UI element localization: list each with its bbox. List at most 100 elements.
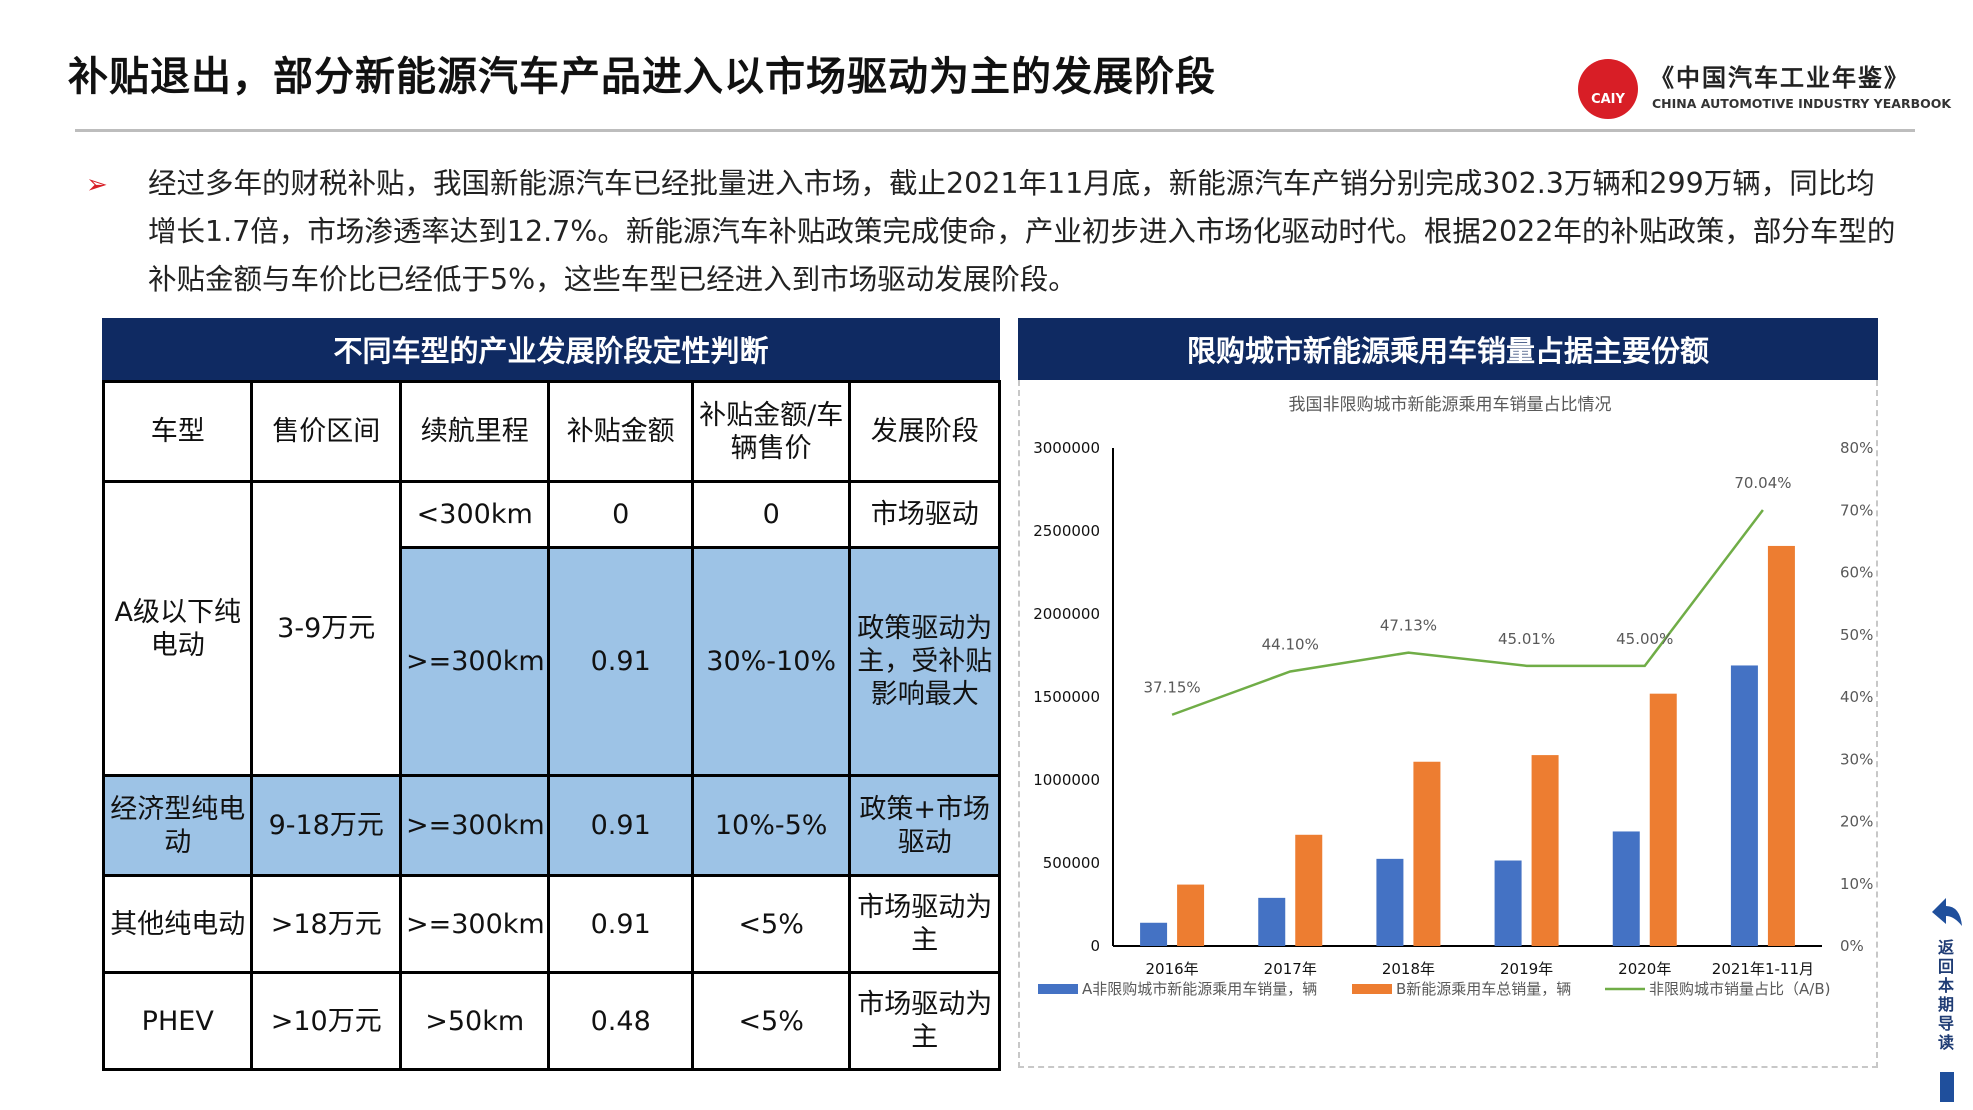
cell-ratio: <5% <box>690 874 852 974</box>
bar-series-b <box>1649 693 1677 946</box>
bar-series-b <box>1413 761 1441 946</box>
title-divider <box>75 129 1915 132</box>
y-left-tick-label: 0 <box>1090 937 1100 955</box>
line-data-label: 45.01% <box>1498 630 1555 648</box>
chart-container: 我国非限购城市新能源乘用车销量占比情况 0 500000 1000000 1500000… <box>1018 380 1878 1068</box>
cell-price: >18万元 <box>250 874 402 974</box>
cell-subsidy: 0.91 <box>547 774 694 877</box>
table-row: >=300km 0.91 30%-10% 政策驱动为主，受补贴影响最大 <box>104 546 1001 777</box>
back-to-contents-link[interactable]: 返回本期导读 <box>1937 938 1954 1052</box>
line-data-label: 45.00% <box>1616 630 1673 648</box>
cell-subsidy: 0 <box>547 480 694 549</box>
y-left-tick-label: 2000000 <box>1033 605 1100 623</box>
legend-swatch-b <box>1352 984 1392 994</box>
cell-subsidy: 0.48 <box>547 971 694 1071</box>
line-data-label: 47.13% <box>1380 617 1437 635</box>
y-right-tick-label: 40% <box>1840 688 1873 706</box>
bar-series-b <box>1767 545 1795 946</box>
legend-label-a: A非限购城市新能源乘用车销量，辆 <box>1082 980 1317 998</box>
cell-subsidy: 0.91 <box>547 874 694 974</box>
chart-panel-title: 限购城市新能源乘用车销量占据主要份额 <box>1018 318 1878 380</box>
header-cell: 续航里程 <box>398 380 551 483</box>
page-marker-bar <box>1940 1072 1954 1102</box>
table-row: PHEV >10万元 >50km 0.48 <5% 市场驱动为主 <box>101 971 1001 1071</box>
y-left-tick-label: 1000000 <box>1033 771 1100 789</box>
y-right-tick-label: 30% <box>1840 750 1873 768</box>
line-data-label: 44.10% <box>1262 635 1319 653</box>
cell-type: 其他纯电动 <box>101 874 254 974</box>
bar-series-b <box>1295 834 1323 946</box>
x-tick-label: 2018年 <box>1382 960 1435 978</box>
y-right-tick-label: 0% <box>1840 937 1864 955</box>
bar-series-a <box>1140 922 1168 946</box>
cell-ratio: <5% <box>690 971 852 1071</box>
y-right-tick-label: 70% <box>1840 501 1873 519</box>
cell-price: 9-18万元 <box>250 774 402 877</box>
x-tick-label: 2017年 <box>1264 960 1317 978</box>
table-row: 经济型纯电动 9-18万元 >=300km 0.91 10%-5% 政策+市场驱… <box>101 774 1001 877</box>
cell-ratio: 10%-5% <box>690 774 852 877</box>
cell-stage: 市场驱动为主 <box>848 971 1001 1071</box>
cell-price: >10万元 <box>250 971 402 1071</box>
cell-range: >=300km <box>398 546 551 777</box>
bar-series-a <box>1376 858 1404 946</box>
header-cell: 补贴金额/车辆售价 <box>690 380 852 483</box>
x-tick-label: 2020年 <box>1618 960 1671 978</box>
y-left-tick-label: 3000000 <box>1033 439 1100 457</box>
table-panel-title: 不同车型的产业发展阶段定性判断 <box>102 318 1000 380</box>
cell-price: 3-9万元 <box>250 480 402 777</box>
y-right-tick-label: 60% <box>1840 564 1873 582</box>
x-tick-label: 2021年1-11月 <box>1712 960 1814 978</box>
y-right-tick-label: 10% <box>1840 875 1873 893</box>
header-cell: 车型 <box>101 380 254 483</box>
legend-swatch-a <box>1038 984 1078 994</box>
cell-subsidy: 0.91 <box>547 546 694 777</box>
cell-stage: 市场驱动为主 <box>848 874 1001 974</box>
bar-series-a <box>1730 665 1758 946</box>
y-right-tick-label: 20% <box>1840 813 1873 831</box>
intro-paragraph: 经过多年的财税补贴，我国新能源汽车已经批量进入市场，截止2021年11月底，新能… <box>148 167 1896 296</box>
page-title: 补贴退出，部分新能源汽车产品进入以市场驱动为主的发展阶段 <box>68 54 1216 100</box>
cell-range: <300km <box>398 480 551 549</box>
cell-type: PHEV <box>101 971 254 1071</box>
bar-series-a <box>1612 831 1640 946</box>
caiy-logo: CAIY 《中国汽车工业年鉴》 CHINA AUTOMOTIVE INDUSTR… <box>1578 56 1951 122</box>
line-series-share <box>1171 509 1764 716</box>
legend-label-b: B新能源乘用车总销量，辆 <box>1396 980 1571 998</box>
logo-english-name: CHINA AUTOMOTIVE INDUSTRY YEARBOOK <box>1652 96 1952 111</box>
bullet-arrow-icon: ➢ <box>86 170 108 200</box>
cell-ratio: 30%-10% <box>690 546 852 777</box>
x-tick-label: 2016年 <box>1145 960 1198 978</box>
bar-series-a <box>1494 860 1522 946</box>
back-arrow-icon[interactable] <box>1922 890 1968 1100</box>
caiy-logo-badge: CAIY <box>1578 59 1638 119</box>
sales-share-chart: 我国非限购城市新能源乘用车销量占比情况 0 500000 1000000 1500000… <box>1033 395 1873 998</box>
table-row: 其他纯电动 >18万元 >=300km 0.91 <5% 市场驱动为主 <box>101 874 1001 974</box>
x-tick-label: 2019年 <box>1500 960 1553 978</box>
table-header-row: 车型 售价区间 续航里程 补贴金额 补贴金额/车辆售价 发展阶段 <box>101 380 1001 483</box>
y-left-tick-label: 500000 <box>1043 854 1100 872</box>
header-cell: 补贴金额 <box>547 380 694 483</box>
cell-stage: 政策驱动为主，受补贴影响最大 <box>848 546 1001 777</box>
cell-ratio: 0 <box>690 480 852 549</box>
chart-title: 我国非限购城市新能源乘用车销量占比情况 <box>1289 395 1612 415</box>
legend-label-line: 非限购城市销量占比（A/B) <box>1649 980 1830 998</box>
cell-stage: 市场驱动 <box>848 480 1001 549</box>
line-data-label: 37.15% <box>1143 679 1200 697</box>
cell-type: A级以下纯电动 <box>101 480 254 777</box>
bar-series-b <box>1177 884 1205 946</box>
y-right-tick-label: 50% <box>1840 626 1873 644</box>
y-right-tick-label: 80% <box>1840 439 1873 457</box>
y-left-tick-label: 1500000 <box>1033 688 1100 706</box>
bar-series-a <box>1258 897 1286 946</box>
line-data-label: 70.04% <box>1734 474 1791 492</box>
stage-table: 车型 售价区间 续航里程 补贴金额 补贴金额/车辆售价 发展阶段 A级以下纯电动… <box>101 380 1001 1071</box>
table-row: A级以下纯电动 3-9万元 <300km 0 0 市场驱动 <box>101 480 1001 777</box>
logo-chinese-name: 《中国汽车工业年鉴》 <box>1650 64 1910 92</box>
bar-series-b <box>1531 755 1559 946</box>
header-cell: 售价区间 <box>250 380 402 483</box>
cell-range: >=300km <box>398 774 551 877</box>
y-left-tick-label: 2500000 <box>1033 522 1100 540</box>
cell-range: >50km <box>398 971 551 1071</box>
cell-stage: 政策+市场驱动 <box>848 774 1001 877</box>
